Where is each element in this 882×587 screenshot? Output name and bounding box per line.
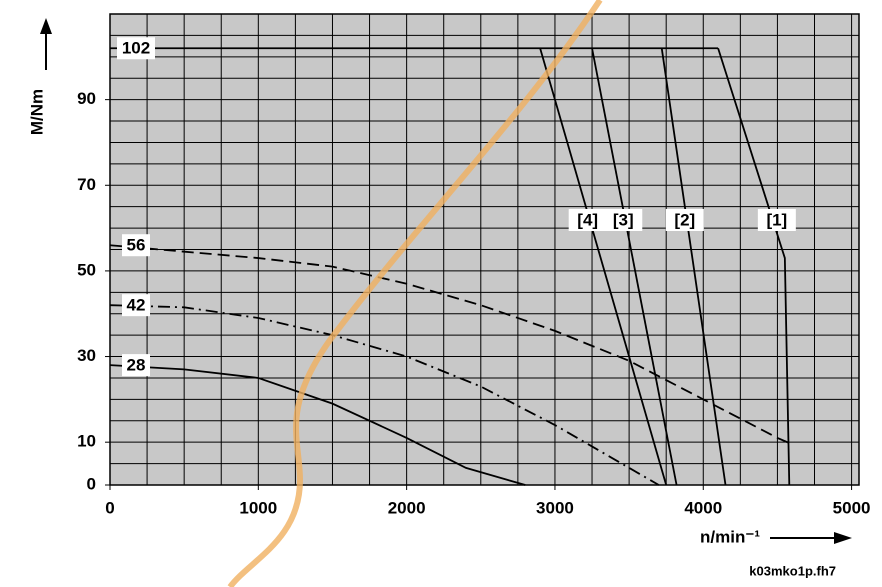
y-tick-label: 0 xyxy=(87,474,96,493)
series-label: 102 xyxy=(122,39,150,58)
y-tick-label: 10 xyxy=(77,432,96,451)
y-tick-label: 90 xyxy=(77,89,96,108)
series-label: [2] xyxy=(674,210,695,229)
series-label: [4] xyxy=(577,210,598,229)
x-tick-label: 0 xyxy=(105,498,114,517)
series-label: [1] xyxy=(766,210,787,229)
footnote: k03mko1p.fh7 xyxy=(749,563,836,578)
series-label: 42 xyxy=(127,296,146,315)
x-axis-label: n/min⁻¹ xyxy=(700,527,760,546)
x-axis-arrowhead xyxy=(834,532,852,544)
series-label: 28 xyxy=(127,356,146,375)
y-tick-label: 30 xyxy=(77,346,96,365)
y-tick-label: 70 xyxy=(77,175,96,194)
series-label: 56 xyxy=(127,236,146,255)
y-tick-label: 50 xyxy=(77,260,96,279)
chart: 102 56 42 28 [1] [2] [3] [4] M/Nm n/min⁻¹ k03mk… xyxy=(0,0,882,587)
series-label: [3] xyxy=(613,210,634,229)
x-tick-label: 1000 xyxy=(239,498,277,517)
x-tick-label: 5000 xyxy=(833,498,871,517)
y-axis-label: M/Nm xyxy=(27,89,46,135)
y-axis-arrowhead xyxy=(40,18,52,34)
x-tick-label: 2000 xyxy=(388,498,426,517)
x-tick-label: 3000 xyxy=(536,498,574,517)
x-tick-label: 4000 xyxy=(684,498,722,517)
